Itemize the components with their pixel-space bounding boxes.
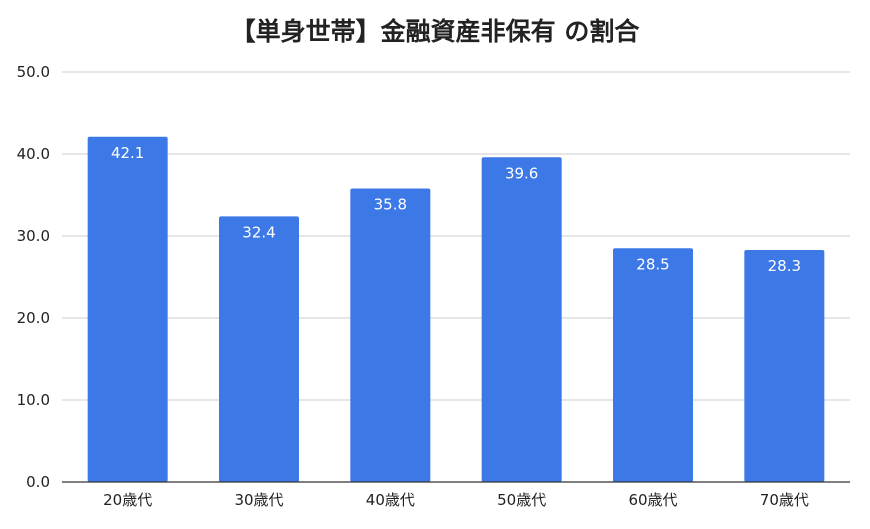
x-category-label: 60歳代 [628, 491, 677, 509]
data-label: 42.1 [111, 144, 144, 162]
bar [87, 136, 168, 482]
bar [481, 157, 562, 482]
y-tick-label: 40.0 [17, 145, 50, 163]
bar [350, 188, 431, 482]
data-label: 39.6 [505, 164, 538, 182]
y-tick-label: 30.0 [17, 227, 50, 245]
axes: 0.0 10.0 20.0 30.0 40.0 50.0 20歳代 30歳代 40歳代 50歳代 6… [17, 63, 850, 509]
bar [744, 249, 825, 482]
data-label: 28.5 [636, 255, 669, 273]
bar [613, 248, 693, 482]
gridlines [62, 71, 850, 401]
y-tick-label: 10.0 [17, 391, 50, 409]
x-category-label: 70歳代 [760, 491, 809, 509]
bar [219, 216, 299, 482]
data-label: 28.3 [768, 257, 801, 275]
y-tick-label: 0.0 [26, 473, 50, 491]
data-label: 32.4 [242, 223, 275, 241]
chart-title: 【単身世帯】金融資産非保有 の割合 [230, 17, 640, 46]
x-category-label: 20歳代 [103, 491, 152, 509]
data-label: 35.8 [374, 195, 407, 213]
x-category-label: 50歳代 [497, 491, 546, 509]
x-category-label: 40歳代 [366, 491, 415, 509]
y-tick-label: 50.0 [17, 63, 50, 81]
y-tick-label: 20.0 [17, 309, 50, 327]
bars: 42.1 32.4 35.8 39.6 28.5 28.3 [87, 136, 825, 482]
x-category-label: 30歳代 [234, 491, 283, 509]
